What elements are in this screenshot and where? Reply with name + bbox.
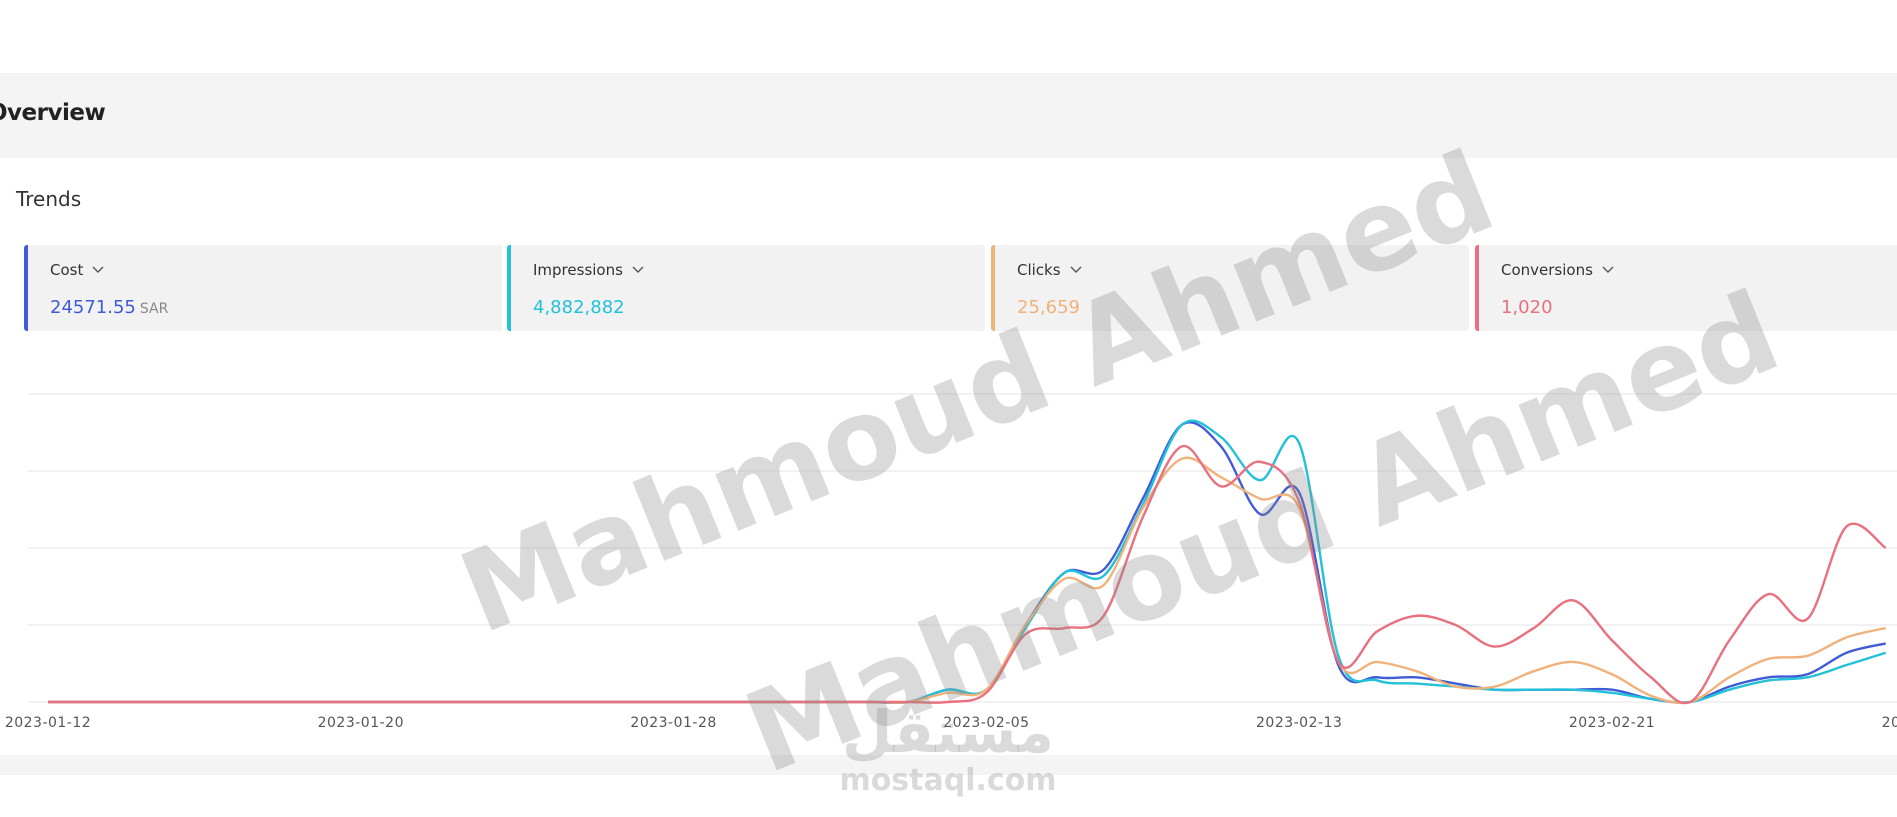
x-tick-label: 2023-03-01 xyxy=(1882,715,1897,731)
header-band xyxy=(0,73,1897,158)
logo-url: mostaql.com xyxy=(839,763,1056,798)
panel-footer xyxy=(0,755,1897,775)
metric-card[interactable]: Cost 24571.55 SAR xyxy=(24,245,502,331)
logo-arabic: مستقل xyxy=(842,698,1054,766)
x-tick-label: 2023-01-28 xyxy=(630,715,716,731)
x-tick-label: 2023-02-05 xyxy=(943,715,1029,731)
dropdown-icon[interactable] xyxy=(1601,265,1615,275)
metric-name: Cost xyxy=(50,261,84,279)
metric-name: Impressions xyxy=(533,261,623,279)
dropdown-icon[interactable] xyxy=(91,265,105,275)
metric-value: 1,020 xyxy=(1501,297,1553,318)
metric-card[interactable]: Impressions 4,882,882 xyxy=(507,245,985,331)
metric-card[interactable]: Conversions 1,020 xyxy=(1475,245,1897,331)
dropdown-icon[interactable] xyxy=(631,265,645,275)
metric-name: Conversions xyxy=(1501,261,1593,279)
series-line xyxy=(47,445,1887,705)
x-tick-label: 2023-02-21 xyxy=(1569,715,1655,731)
metric-card[interactable]: Clicks 25,659 xyxy=(991,245,1469,331)
metric-label: Clicks xyxy=(1017,261,1083,279)
section-title: Trends xyxy=(16,187,82,211)
metric-total: 4,882,882 xyxy=(533,297,625,318)
metric-unit: SAR xyxy=(139,301,169,317)
x-tick-label: 2023-01-20 xyxy=(318,715,404,731)
metric-label: Impressions xyxy=(533,261,645,279)
page-title: Overview xyxy=(0,100,106,126)
metric-value: 24571.55 SAR xyxy=(50,297,168,318)
metric-value: 25,659 xyxy=(1017,297,1080,318)
metric-total: 1,020 xyxy=(1501,297,1553,318)
metric-name: Clicks xyxy=(1017,261,1061,279)
metric-total: 25,659 xyxy=(1017,297,1080,318)
x-tick-label: 2023-02-13 xyxy=(1256,715,1342,731)
dropdown-icon[interactable] xyxy=(1069,265,1083,275)
metric-total: 24571.55 xyxy=(50,297,136,318)
metric-value: 4,882,882 xyxy=(533,297,625,318)
metric-label: Conversions xyxy=(1501,261,1615,279)
x-tick-label: 2023-01-12 xyxy=(5,715,91,731)
metric-label: Cost xyxy=(50,261,105,279)
